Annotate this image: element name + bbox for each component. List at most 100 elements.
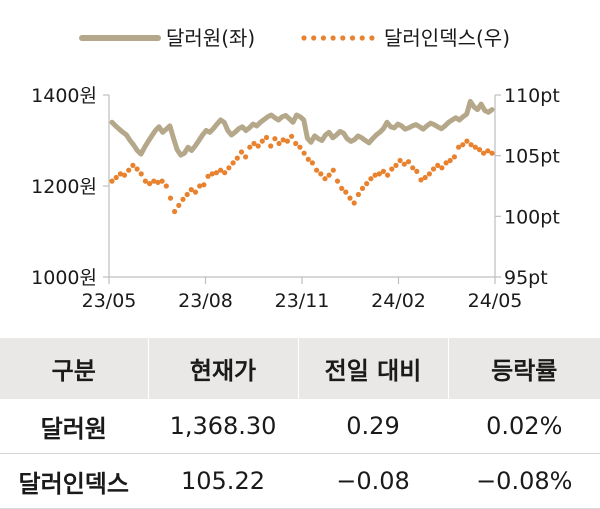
series-point-dxy <box>326 172 332 178</box>
series-point-dxy <box>218 167 224 173</box>
series-point-dxy <box>430 166 437 172</box>
series-point-dxy <box>414 168 420 174</box>
header-category: 구분 <box>0 338 148 399</box>
series-point-dxy <box>318 171 324 177</box>
series-point-dxy <box>255 143 261 149</box>
series-point-dxy <box>439 165 445 171</box>
series-point-dxy <box>339 185 345 191</box>
series-point-dxy <box>443 160 449 166</box>
series-point-dxy <box>351 200 357 206</box>
series-point-dxy <box>447 157 453 164</box>
x-tick-label: 23/05 <box>82 290 137 312</box>
x-tick-label: 23/11 <box>275 290 330 312</box>
series-point-dxy <box>385 172 391 178</box>
series-point-dxy <box>380 168 386 174</box>
series-point-dxy <box>418 177 424 183</box>
summary-table: 구분 현재가 전일 대비 등락률 달러원 1,368.30 0.29 0.02%… <box>0 338 600 509</box>
series-point-dxy <box>155 179 161 185</box>
series-point-dxy <box>163 183 169 189</box>
x-tick-label: 24/02 <box>371 290 426 312</box>
series-point-dxy <box>209 171 215 177</box>
series-point-dxy <box>142 178 148 184</box>
series-point-dxy <box>201 182 207 188</box>
series-point-dxy <box>401 161 407 167</box>
series-point-dxy <box>213 170 219 176</box>
series-point-dxy <box>289 133 295 139</box>
series-point-dxy <box>192 189 199 195</box>
series-point-dxy <box>205 173 211 179</box>
series-point-dxy <box>243 154 249 160</box>
series-point-dxy <box>314 167 320 173</box>
series-point-dxy <box>410 165 416 171</box>
series-point-dxy <box>138 171 144 177</box>
series-point-dxy <box>476 147 483 153</box>
legend-dot <box>330 35 336 41</box>
series-point-dxy <box>113 174 119 181</box>
legend-label-usdkrw: 달러원(좌) <box>166 26 255 50</box>
cell-name: 달러원 <box>0 399 148 454</box>
cell-current-price: 105.22 <box>147 453 298 509</box>
series-point-dxy <box>376 171 382 177</box>
header-day-change: 전일 대비 <box>297 338 448 399</box>
series-point-dxy <box>226 165 232 171</box>
series-point-dxy <box>422 174 428 181</box>
series-point-dxy <box>159 178 165 184</box>
series-point-dxy <box>468 142 474 148</box>
series-point-dxy <box>222 170 228 176</box>
series-point-dxy <box>309 160 315 166</box>
axes: 23/05 23/08 23/11 24/02 24/05 1400원 1200원 1000… <box>31 85 560 312</box>
series-point-dxy <box>405 159 412 165</box>
series-point-dxy <box>259 138 265 144</box>
y-right-tick-label: 100pt <box>504 206 560 228</box>
series-points-dxy <box>109 133 495 215</box>
y-right-tick-label: 105pt <box>504 146 560 168</box>
series-point-dxy <box>393 162 399 168</box>
series-point-dxy <box>368 176 374 182</box>
series-point-dxy <box>485 148 491 154</box>
series-point-dxy <box>167 195 174 201</box>
series-point-dxy <box>435 162 441 168</box>
series-point-dxy <box>451 154 457 160</box>
series-point-dxy <box>280 137 286 143</box>
header-change-rate: 등락률 <box>447 338 600 399</box>
series-point-dxy <box>276 140 282 147</box>
x-tick-label: 24/05 <box>468 290 523 312</box>
series-point-dxy <box>301 150 307 156</box>
y-right-tick-label: 95pt <box>504 267 548 289</box>
series-point-dxy <box>472 144 478 150</box>
plot-area <box>109 98 495 215</box>
series-point-dxy <box>284 138 290 144</box>
series-point-dxy <box>151 178 157 184</box>
series-point-dxy <box>330 167 336 173</box>
series-point-dxy <box>372 172 378 178</box>
series-point-dxy <box>134 166 140 172</box>
series-point-dxy <box>322 176 328 182</box>
cell-day-change: 0.29 <box>297 399 448 454</box>
series-point-dxy <box>180 196 186 202</box>
cell-day-change: −0.08 <box>297 453 448 509</box>
series-point-dxy <box>176 202 182 208</box>
series-point-dxy <box>268 143 274 149</box>
series-point-dxy <box>247 144 253 150</box>
series-line-usdkrw <box>109 98 495 158</box>
series-point-dxy <box>489 150 495 156</box>
table-row-usdkrw: 달러원 1,368.30 0.29 0.02% <box>0 399 600 454</box>
series-point-dxy <box>456 144 462 150</box>
series-point-dxy <box>481 150 487 156</box>
cell-change-rate: 0.02% <box>447 399 600 454</box>
series-point-dxy <box>234 155 240 161</box>
series-point-dxy <box>130 162 136 168</box>
series-point-dxy <box>230 160 236 166</box>
series-point-dxy <box>188 187 194 193</box>
series-point-dxy <box>197 183 203 189</box>
series-point-dxy <box>355 191 361 198</box>
series-point-dxy <box>343 189 349 195</box>
cell-change-rate: −0.08% <box>447 453 600 509</box>
series-point-dxy <box>297 144 303 150</box>
y-left-tick-label: 1200원 <box>31 176 97 198</box>
series-point-dxy <box>359 185 366 191</box>
table-row-dxy: 달러인덱스 105.22 −0.08 −0.08% <box>0 453 600 509</box>
legend-dot <box>301 35 307 41</box>
y-right-tick-label: 110pt <box>504 85 560 107</box>
y-left-tick-label: 1000원 <box>31 267 97 289</box>
